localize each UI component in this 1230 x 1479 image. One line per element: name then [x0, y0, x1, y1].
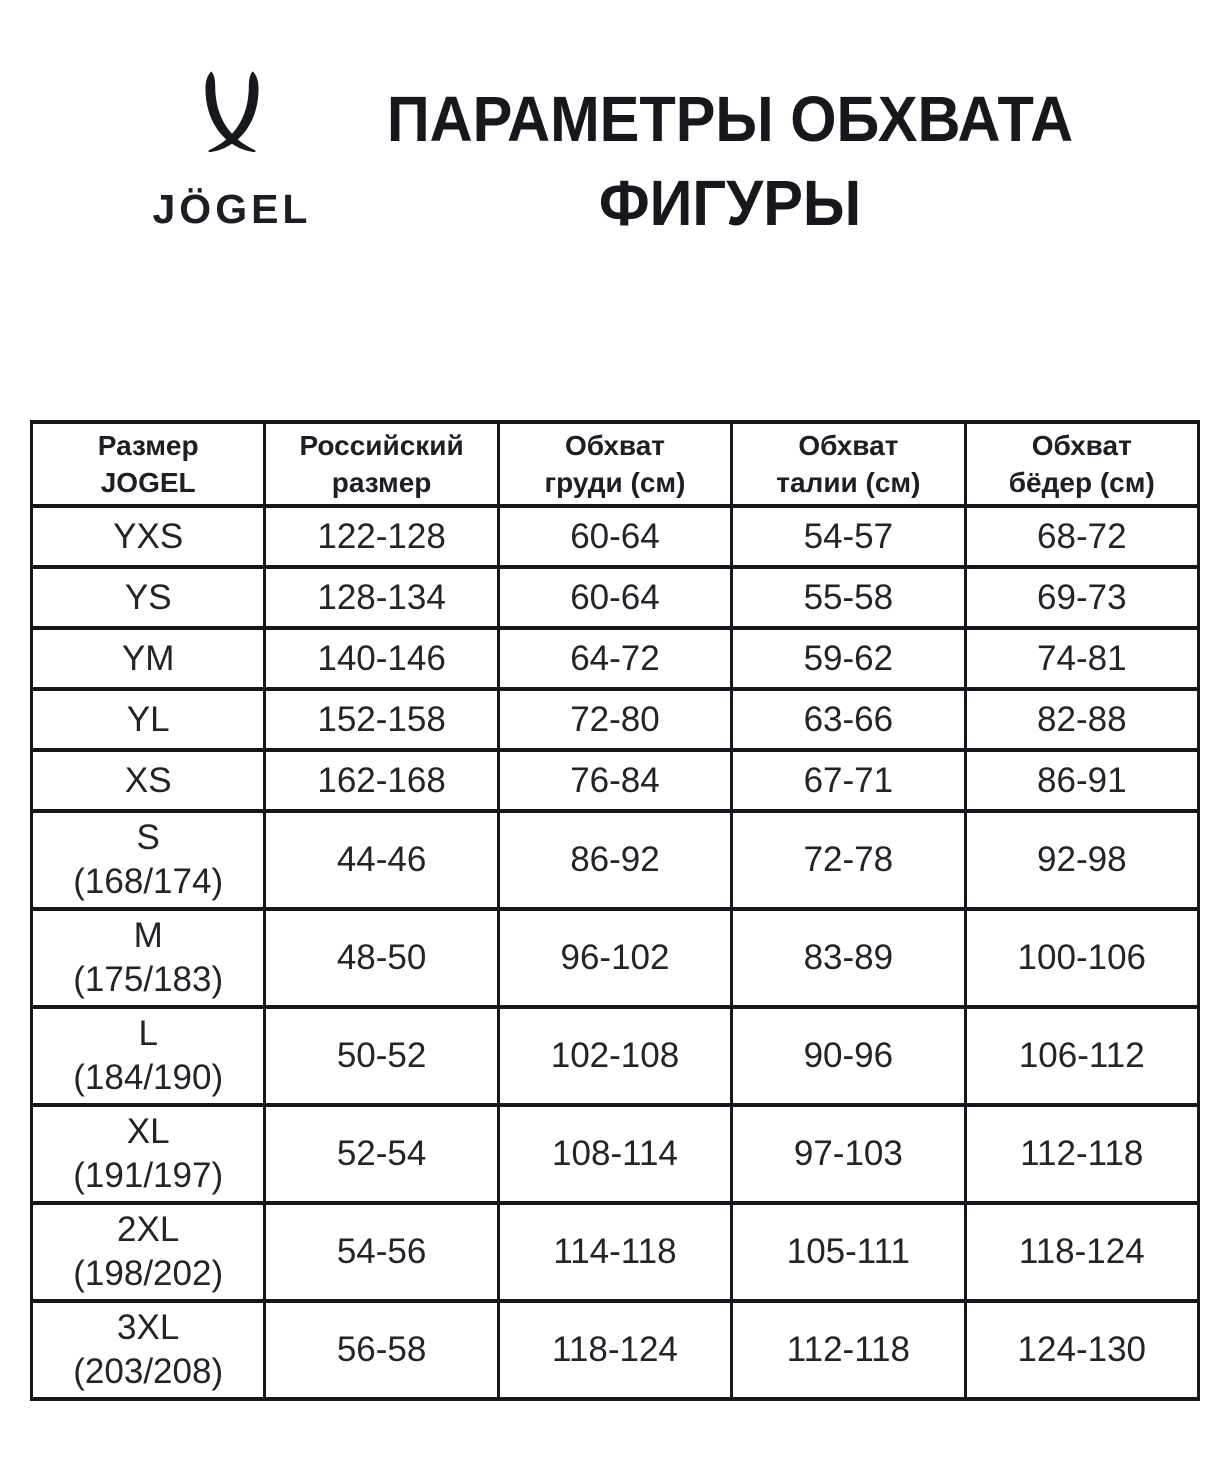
column-header-waist: Обхват талии (см) — [730, 420, 967, 508]
russian-size-cell: 122-128 — [263, 504, 500, 569]
hips-cell: 112-118 — [963, 1103, 1201, 1205]
size-table: Размер JOGEL Российский размер Обхват гр… — [29, 420, 1201, 1401]
hips-cell: 124-130 — [963, 1299, 1201, 1401]
jogel-size-cell: YXS — [29, 504, 267, 569]
russian-size-cell: 162-168 — [263, 748, 500, 813]
russian-size-cell: 54-56 — [263, 1201, 500, 1303]
jogel-size-cell: 3XL (203/208) — [29, 1299, 267, 1401]
page-title: ПАРАМЕТРЫ ОБХВАТА ФИГУРЫ — [358, 77, 1102, 245]
waist-cell: 55-58 — [730, 565, 967, 630]
waist-cell: 72-78 — [730, 809, 967, 911]
chest-cell: 102-108 — [496, 1005, 734, 1107]
jogel-size-cell: YM — [29, 626, 267, 691]
jogel-size-cell: YS — [29, 565, 267, 630]
russian-size-cell: 50-52 — [263, 1005, 500, 1107]
chest-cell: 108-114 — [496, 1103, 734, 1205]
page-title-line1: ПАРАМЕТРЫ ОБХВАТА — [386, 83, 1074, 155]
waist-cell: 97-103 — [730, 1103, 967, 1205]
chest-cell: 118-124 — [496, 1299, 734, 1401]
hips-cell: 68-72 — [963, 504, 1201, 569]
jogel-crossed-swoosh-icon — [205, 71, 259, 153]
waist-cell: 59-62 — [730, 626, 967, 691]
table-row: YM 140-146 64-72 59-62 74-81 — [29, 626, 1201, 691]
russian-size-cell: 152-158 — [263, 687, 500, 752]
waist-cell: 83-89 — [730, 907, 967, 1009]
table-row: 3XL (203/208) 56-58 118-124 112-118 124-130 — [29, 1299, 1201, 1401]
jogel-logo: JÖGEL — [148, 70, 316, 233]
waist-cell: 90-96 — [730, 1005, 967, 1107]
hips-cell: 69-73 — [963, 565, 1201, 630]
hips-cell: 82-88 — [963, 687, 1201, 752]
hips-cell: 74-81 — [963, 626, 1201, 691]
size-table-head: Размер JOGEL Российский размер Обхват гр… — [29, 420, 1201, 508]
chest-cell: 76-84 — [496, 748, 734, 813]
russian-size-cell: 52-54 — [263, 1103, 500, 1205]
column-header-chest: Обхват груди (см) — [496, 420, 734, 508]
jogel-size-cell: 2XL (198/202) — [29, 1201, 267, 1303]
chest-cell: 64-72 — [496, 626, 734, 691]
russian-size-cell: 48-50 — [263, 907, 500, 1009]
russian-size-cell: 56-58 — [263, 1299, 500, 1401]
hips-cell: 86-91 — [963, 748, 1201, 813]
jogel-wordmark: JÖGEL — [152, 186, 312, 232]
hips-cell: 118-124 — [963, 1201, 1201, 1303]
jogel-size-cell: L (184/190) — [29, 1005, 267, 1107]
chest-cell: 60-64 — [496, 565, 734, 630]
table-row: XS 162-168 76-84 67-71 86-91 — [29, 748, 1201, 813]
column-header-russian-size: Российский размер — [263, 420, 500, 508]
chest-cell: 96-102 — [496, 907, 734, 1009]
waist-cell: 67-71 — [730, 748, 967, 813]
table-row: L (184/190) 50-52 102-108 90-96 106-112 — [29, 1005, 1201, 1107]
chest-cell: 72-80 — [496, 687, 734, 752]
hips-cell: 92-98 — [963, 809, 1201, 911]
jogel-size-cell: S (168/174) — [29, 809, 267, 911]
jogel-size-cell: XL (191/197) — [29, 1103, 267, 1205]
jogel-size-cell: M (175/183) — [29, 907, 267, 1009]
table-row: 2XL (198/202) 54-56 114-118 105-111 118-124 — [29, 1201, 1201, 1303]
chest-cell: 60-64 — [496, 504, 734, 569]
table-row: YL 152-158 72-80 63-66 82-88 — [29, 687, 1201, 752]
column-header-jogel-size: Размер JOGEL — [29, 420, 267, 508]
column-header-hips: Обхват бёдер (см) — [963, 420, 1201, 508]
chest-cell: 114-118 — [496, 1201, 734, 1303]
chest-cell: 86-92 — [496, 809, 734, 911]
table-row: M (175/183) 48-50 96-102 83-89 100-106 — [29, 907, 1201, 1009]
size-table-body: YXS 122-128 60-64 54-57 68-72 YS 128-134 60-64 5… — [29, 504, 1201, 1401]
russian-size-cell: 140-146 — [263, 626, 500, 691]
table-row: XL (191/197) 52-54 108-114 97-103 112-118 — [29, 1103, 1201, 1205]
table-row: S (168/174) 44-46 86-92 72-78 92-98 — [29, 809, 1201, 911]
jogel-size-cell: YL — [29, 687, 267, 752]
table-header-row: Размер JOGEL Российский размер Обхват гр… — [29, 420, 1201, 508]
waist-cell: 112-118 — [730, 1299, 967, 1401]
russian-size-cell: 128-134 — [263, 565, 500, 630]
waist-cell: 54-57 — [730, 504, 967, 569]
table-row: YS 128-134 60-64 55-58 69-73 — [29, 565, 1201, 630]
waist-cell: 105-111 — [730, 1201, 967, 1303]
table-row: YXS 122-128 60-64 54-57 68-72 — [29, 504, 1201, 569]
russian-size-cell: 44-46 — [263, 809, 500, 911]
waist-cell: 63-66 — [730, 687, 967, 752]
hips-cell: 106-112 — [963, 1005, 1201, 1107]
page-title-line2: ФИГУРЫ — [598, 167, 862, 239]
jogel-size-cell: XS — [29, 748, 267, 813]
hips-cell: 100-106 — [963, 907, 1201, 1009]
